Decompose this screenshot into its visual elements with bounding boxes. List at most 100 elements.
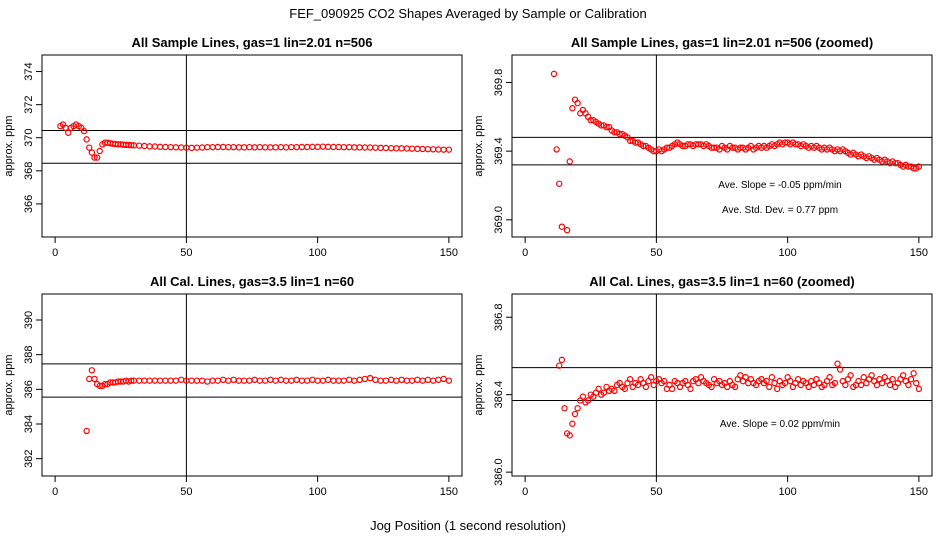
data-point [737,372,744,379]
data-point [695,379,702,387]
data-point [556,362,563,369]
y-tick-label: 382 [23,449,35,467]
x-tick-label: 100 [778,247,796,259]
y-tick-label: 366 [23,195,35,213]
y-tick-label: 384 [23,415,35,433]
data-point [661,377,668,385]
data-point [687,385,694,393]
y-tick-label: 386.0 [493,458,505,486]
data-point [905,381,912,389]
data-point [603,123,610,131]
x-tick-label: 100 [308,486,326,498]
data-point [794,375,802,383]
data-point [886,381,894,389]
figure-title: FEF_090925 CO2 Shapes Averaged by Sample… [289,6,646,21]
plot-frame [41,293,463,477]
data-point [915,385,923,393]
panel-title: All Sample Lines, gas=1 lin=2.01 n=506 [132,35,373,50]
data-point [708,383,715,391]
plot-frame [511,293,933,477]
data-point [842,381,849,389]
data-point [83,427,90,435]
plot-frame [511,54,933,238]
data-point [763,377,770,385]
data-point [910,370,917,377]
data-point [810,381,818,389]
data-point [868,372,875,379]
data-point [91,375,98,383]
data-point [847,372,854,379]
x-tick-label: 50 [650,247,662,259]
data-points [83,367,453,435]
data-point [566,432,573,439]
data-point [86,144,93,151]
data-point [574,99,581,107]
data-point [556,180,563,187]
panel-title: All Cal. Lines, gas=3.5 lin=1 n=60 [150,274,354,289]
x-tick-label: 100 [308,247,326,259]
y-tick-label: 386.8 [493,303,505,331]
x-tick-label: 100 [778,486,796,498]
data-point [579,393,587,400]
data-point [445,377,453,384]
x-tick-label: 0 [522,486,528,498]
data-point [724,383,731,391]
figure-xlabel: Jog Position (1 second resolution) [370,518,566,533]
data-point [569,420,576,427]
y-tick-label: 386 [23,380,35,398]
data-point [768,374,776,381]
chart-panel-4: All Cal. Lines, gas=3.5 lin=1 n=60 (zoom… [473,274,933,498]
data-points [550,70,923,234]
data-point [915,163,923,170]
data-points [556,356,923,439]
x-tick-label: 150 [440,486,458,498]
data-point [766,383,773,391]
y-tick-label: 386.4 [493,381,505,409]
y-axis-label: approx. ppm [473,115,485,176]
data-point [899,372,907,379]
data-point [96,147,103,155]
y-axis-label: approx. ppm [3,354,15,415]
y-tick-label: 370 [23,129,35,147]
y-tick-label: 374 [23,62,35,80]
y-axis-label: approx. ppm [3,115,15,176]
data-point [128,377,135,384]
y-tick-label: 390 [23,311,35,329]
data-point [600,389,608,396]
panels-group: All Sample Lines, gas=1 lin=2.01 n=506 0 5… [3,35,933,498]
annotation-text: Ave. Std. Dev. = 0.77 ppm [722,205,838,216]
data-point [731,383,739,391]
data-point [128,141,135,149]
data-point [80,127,88,135]
data-point [65,129,72,136]
data-point [668,385,676,393]
data-point [878,379,886,387]
x-tick-label: 150 [440,247,458,259]
data-point [558,223,566,230]
data-point [805,383,812,391]
data-point [561,405,568,412]
data-point [621,385,629,393]
y-tick-label: 369.4 [493,137,505,165]
x-tick-label: 0 [52,486,58,498]
data-point [771,379,778,387]
data-point [88,367,96,374]
data-point [857,381,865,389]
data-point [889,375,896,383]
data-point [831,379,839,387]
chart-panel-2: All Sample Lines, gas=1 lin=2.01 n=506 (… [473,35,933,259]
data-point [88,149,96,156]
panel-title: All Cal. Lines, gas=3.5 lin=1 n=60 (zoom… [589,274,855,289]
data-point [563,226,571,234]
data-point [642,383,650,391]
data-point [83,136,90,143]
data-point [836,366,844,373]
y-tick-label: 388 [23,345,35,363]
x-tick-label: 50 [180,486,192,498]
data-point [445,146,453,153]
x-tick-label: 50 [650,486,662,498]
plot-frame [41,54,463,238]
chart-panel-1: All Sample Lines, gas=1 lin=2.01 n=506 0 5… [3,35,463,259]
